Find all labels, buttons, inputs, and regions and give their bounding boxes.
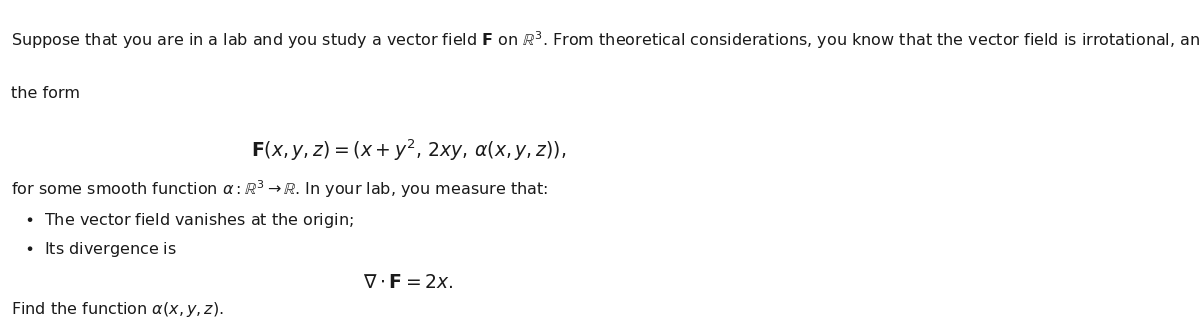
Text: for some smooth function $\alpha : \mathbb{R}^3 \to \mathbb{R}$. In your lab, yo: for some smooth function $\alpha : \math… [11,178,548,200]
Text: the form: the form [11,86,80,101]
Text: Find the function $\alpha(x, y, z)$.: Find the function $\alpha(x, y, z)$. [11,300,224,319]
Text: $\bullet$  Its divergence is: $\bullet$ Its divergence is [24,240,178,259]
Text: $\mathbf{F}(x, y, z) = (x + y^2,\, 2xy,\, \alpha(x, y, z)),$: $\mathbf{F}(x, y, z) = (x + y^2,\, 2xy,\… [251,137,566,163]
Text: $\nabla \cdot \mathbf{F} = 2x.$: $\nabla \cdot \mathbf{F} = 2x.$ [364,273,454,292]
Text: Suppose that you are in a lab and you study a vector field $\mathbf{F}$ on $\mat: Suppose that you are in a lab and you st… [11,29,1200,51]
Text: $\bullet$  The vector field vanishes at the origin;: $\bullet$ The vector field vanishes at t… [24,211,354,230]
